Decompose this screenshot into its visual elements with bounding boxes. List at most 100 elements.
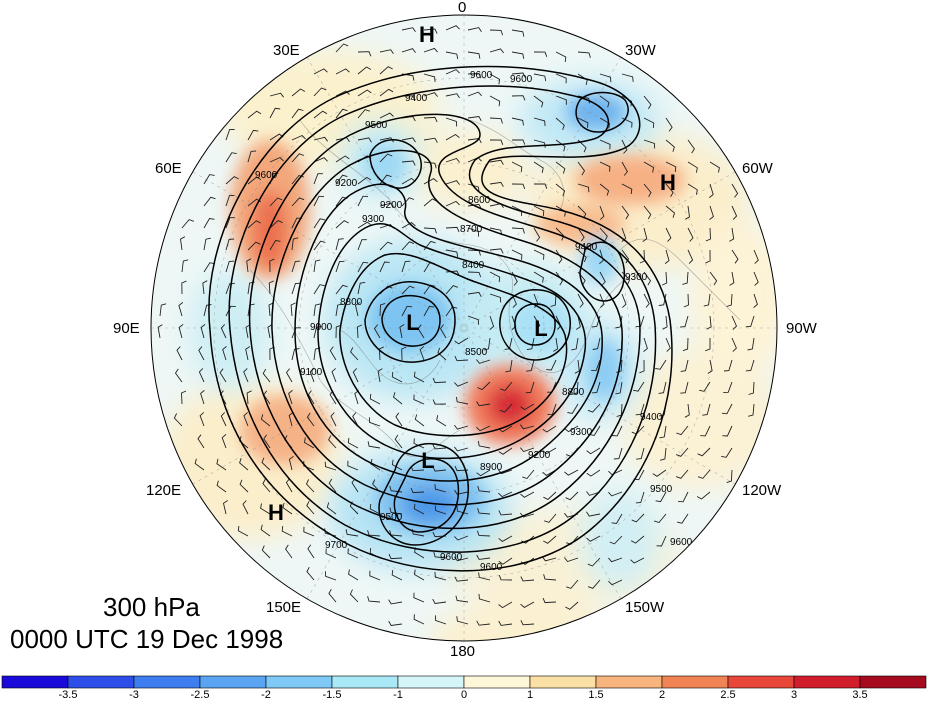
wind-barb xyxy=(178,324,184,339)
wind-barb xyxy=(477,485,491,493)
wind-barb xyxy=(489,73,501,85)
wind-barb xyxy=(203,262,215,273)
wind-barb xyxy=(356,324,363,339)
wind-barb xyxy=(630,557,645,564)
wind-barb xyxy=(489,181,504,187)
wind-barb xyxy=(753,293,758,308)
wind-barb xyxy=(159,303,167,317)
wind-barb xyxy=(401,305,413,317)
wind-barb xyxy=(586,447,601,455)
wind-barb xyxy=(729,271,735,286)
wind-barb xyxy=(423,161,437,169)
wind-barb xyxy=(394,434,403,449)
wind-barb xyxy=(198,346,205,361)
wind-barb xyxy=(372,479,381,493)
wind-barb xyxy=(662,315,668,330)
wind-barb xyxy=(379,202,394,208)
wind-barb xyxy=(330,412,337,427)
wind-barb xyxy=(687,139,695,154)
wind-barb xyxy=(467,227,480,237)
wind-barb xyxy=(220,412,227,427)
wind-barb xyxy=(658,381,667,394)
wind-barb xyxy=(643,183,652,198)
wind-barb xyxy=(683,293,689,308)
wind-barb xyxy=(498,535,513,542)
wind-barb xyxy=(225,260,235,273)
wind-barb xyxy=(445,180,460,185)
wind-barb xyxy=(410,487,425,494)
contour-label: 9600 xyxy=(440,552,463,563)
wind-barb xyxy=(313,136,328,142)
wind-barb xyxy=(436,415,447,427)
wind-barb xyxy=(643,337,648,352)
wind-barb xyxy=(345,529,359,537)
wind-barb xyxy=(489,29,504,36)
wind-barb xyxy=(410,466,425,472)
colorbar-swatch xyxy=(331,675,399,689)
contour-label: 8800 xyxy=(340,297,363,308)
wind-barb xyxy=(391,570,403,581)
contour-label: 9200 xyxy=(380,200,403,211)
wind-barb xyxy=(246,390,252,405)
wind-barb xyxy=(546,359,557,371)
colorbar-swatch xyxy=(793,675,861,689)
wind-barb xyxy=(630,535,645,544)
contour-label: 9000 xyxy=(310,322,333,333)
wind-barb xyxy=(555,161,566,174)
wind-barb xyxy=(313,259,321,273)
wind-barb xyxy=(577,95,590,104)
wind-barb xyxy=(313,110,328,119)
wind-barb xyxy=(520,576,535,582)
wind-barb xyxy=(432,399,447,405)
lon-label-60e: 60E xyxy=(155,160,182,177)
wind-barb xyxy=(379,153,393,163)
wind-barb xyxy=(391,371,403,383)
wind-barb xyxy=(577,227,585,242)
wind-barb xyxy=(682,271,689,285)
wind-barb xyxy=(303,526,315,537)
contour-label: 9600 xyxy=(255,170,278,181)
wind-barb xyxy=(587,403,601,413)
wind-barb xyxy=(454,556,469,562)
wind-barb xyxy=(309,368,315,383)
wind-barb xyxy=(511,51,525,59)
wind-barb xyxy=(269,258,275,273)
wind-barb xyxy=(652,469,667,477)
wind-barb xyxy=(621,293,627,308)
wind-barb xyxy=(222,500,228,515)
wind-barb xyxy=(612,425,623,437)
wind-barb xyxy=(520,601,535,608)
wind-barb xyxy=(260,414,271,427)
wind-barb xyxy=(357,195,369,207)
wind-barb xyxy=(467,91,482,97)
wind-barb xyxy=(454,446,469,452)
wind-barbs xyxy=(157,25,759,626)
wind-barb xyxy=(350,347,359,361)
wind-barb xyxy=(423,28,438,34)
wind-barb xyxy=(543,535,557,544)
colorbar xyxy=(1,675,927,689)
wind-barb xyxy=(432,466,447,472)
wind-barb xyxy=(476,554,491,560)
wind-barb xyxy=(306,566,315,581)
wind-barb xyxy=(633,381,645,392)
wind-barb xyxy=(654,513,667,524)
wind-barb xyxy=(498,447,513,455)
wind-barb xyxy=(414,414,425,427)
wind-barb xyxy=(291,88,306,97)
colorbar-swatch xyxy=(463,675,531,689)
contour-label: 9500 xyxy=(365,120,388,131)
wind-barb xyxy=(329,346,337,361)
wind-barb xyxy=(533,315,541,330)
wind-barb xyxy=(216,458,227,471)
wind-barb xyxy=(477,440,491,449)
wind-barb xyxy=(542,447,557,455)
wind-barb xyxy=(636,447,645,460)
wind-barb xyxy=(592,337,601,350)
wind-barb xyxy=(325,548,337,559)
wind-barb xyxy=(370,458,381,471)
contour-label: 9400 xyxy=(640,412,663,423)
wind-barb xyxy=(245,324,251,339)
wind-barb xyxy=(635,491,645,504)
wind-barb xyxy=(574,359,580,374)
